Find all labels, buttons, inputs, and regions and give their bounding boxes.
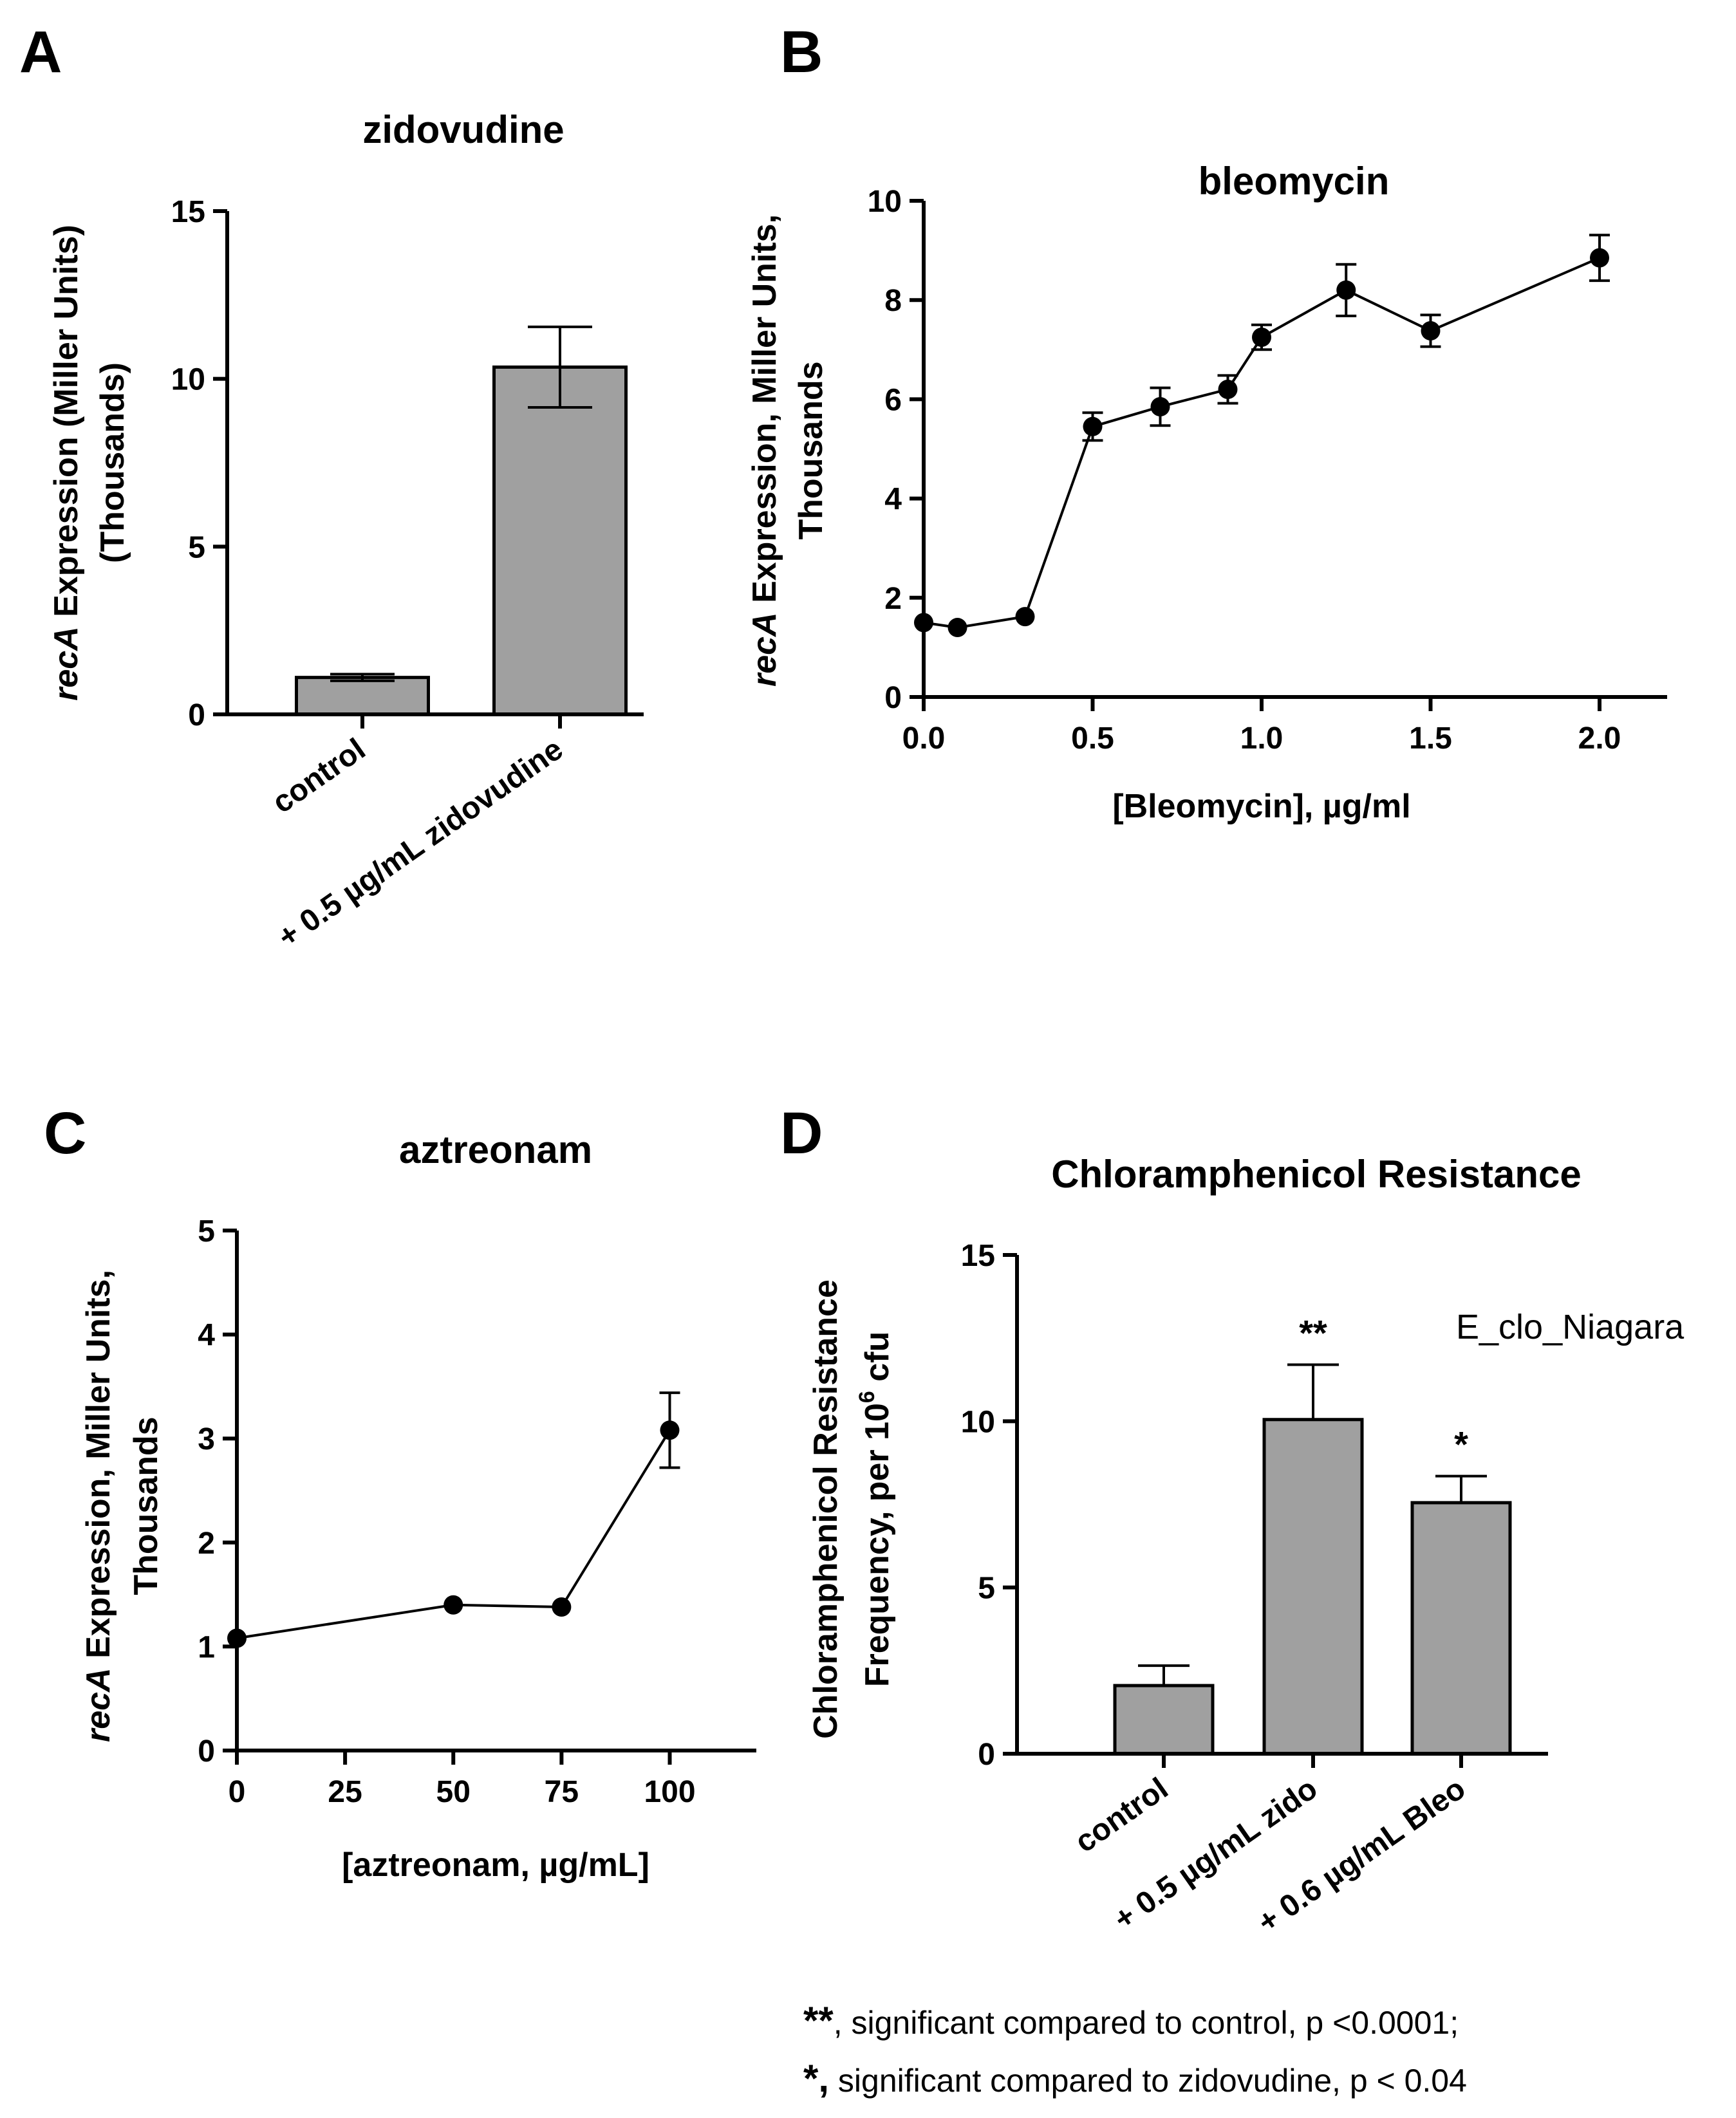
panel-b-y-axis-label-line2: Thousands <box>792 361 830 539</box>
panel-d-y-tick-label: 5 <box>978 1572 995 1606</box>
panel-a-title: zidovudine <box>362 108 564 151</box>
panel-label-d: D <box>780 1101 823 1166</box>
panel-c-y-axis-label-line2: Thousands <box>127 1417 165 1595</box>
panel-b-data-point <box>1421 321 1441 341</box>
panel-b-data-point <box>947 618 967 638</box>
footnote-2-mark: *, <box>803 2057 829 2100</box>
panel-a-y-tick-label: 10 <box>171 363 205 397</box>
panel-b-y-axis-label-italic: recA <box>746 612 783 687</box>
panel-d-bar <box>1113 1684 1215 1756</box>
footnote-1-text: , significant compared to control, p <0.… <box>834 2005 1459 2041</box>
panel-a-y-axis-label-line2: (Thousands) <box>94 362 131 563</box>
panel-a-axes <box>225 211 644 716</box>
panel-a-y-axis-label: recA Expression (Miller Units) <box>48 225 85 701</box>
panel-b-y-tick-label: 8 <box>884 284 902 318</box>
panel-d-chloramphenicol-bar-chart: Chloramphenicol Resistance Chloramphenic… <box>807 1153 1685 1940</box>
panel-c-data-point <box>443 1595 463 1615</box>
panel-a-y-axis-label-italic: recA <box>48 626 85 701</box>
panel-c-y-tick-label: 3 <box>198 1422 215 1456</box>
panel-b-title: bleomycin <box>1199 160 1390 203</box>
panel-c-y-tick-label: 0 <box>198 1734 215 1769</box>
panel-label-b: B <box>780 19 823 85</box>
panel-b-y-axis-label-rest: Expression, Miller Units, <box>746 214 783 612</box>
panel-d-axes <box>1015 1255 1548 1756</box>
footnote-1: **, significant compared to control, p <… <box>803 1999 1459 2042</box>
panel-b-data-point <box>1150 396 1170 416</box>
panel-b-y-tick-label: 6 <box>884 383 902 417</box>
footnote-1-mark: ** <box>803 1999 834 2042</box>
panel-c-y-tick-label: 4 <box>198 1319 215 1353</box>
panel-c-axes <box>235 1231 756 1752</box>
panel-b-y-tick-label: 4 <box>884 483 902 517</box>
panel-b-series-line <box>923 256 1600 629</box>
panel-c-y-axis-label: recA Expression, Miller Units, <box>80 1270 117 1742</box>
panel-a-bar <box>295 676 430 716</box>
panel-b-x-tick-label: 1.0 <box>1240 721 1283 756</box>
panel-c-y-tick-label: 5 <box>198 1214 215 1249</box>
panel-c-data-point <box>552 1597 572 1617</box>
panel-b-x-tick-label: 2.0 <box>1578 721 1621 756</box>
panel-b-data-point <box>1218 379 1238 399</box>
panel-b-x-tick-label: 1.5 <box>1409 721 1452 756</box>
panel-d-x-tick-label: control <box>1069 1772 1175 1860</box>
panel-c-x-axis-label: [aztreonam, µg/mL] <box>342 1846 649 1884</box>
panel-c-x-tick-label: 50 <box>436 1775 471 1809</box>
panel-c-x-tick-label: 25 <box>328 1775 362 1809</box>
panel-b-bleomycin-line-chart: bleomycin recA Expression, Miller Units,… <box>746 160 1667 825</box>
panel-c-y-axis-label-italic: recA <box>80 1667 117 1742</box>
panel-b-y-tick-label: 0 <box>884 681 902 715</box>
panel-b-y-tick-label: 2 <box>884 582 902 616</box>
panel-d-significance-marker: ** <box>1299 1313 1327 1353</box>
panel-c-data-point <box>227 1628 247 1648</box>
panel-b-data-point <box>1083 416 1103 436</box>
panel-b-x-axis-label: [Bleomycin], µg/ml <box>1112 788 1410 825</box>
panel-label-a: A <box>19 19 62 85</box>
panel-label-c: C <box>44 1101 86 1166</box>
panel-d-y-axis-label-sup: 6 <box>855 1391 879 1403</box>
panel-d-y-axis-label-line2-post: cfu <box>859 1332 896 1391</box>
panel-a-bar <box>492 365 628 716</box>
panel-d-y-tick-label: 0 <box>978 1738 995 1772</box>
panel-d-y-axis-label-line2: Frequency, per 106 cfu <box>855 1332 896 1687</box>
panel-c-x-tick-label: 100 <box>644 1775 695 1809</box>
panel-b-data-point <box>1015 607 1035 627</box>
panel-a-y-tick-label: 5 <box>188 530 205 564</box>
panel-b-y-tick-label: 10 <box>868 185 902 219</box>
panel-d-legend-label: E_clo_Niagara <box>1456 1308 1685 1346</box>
panel-c-x-tick-label: 0 <box>229 1775 246 1809</box>
panel-d-bar <box>1410 1501 1512 1756</box>
panel-d-y-axis-label-line2-pre: Frequency, per 10 <box>859 1403 896 1687</box>
footnote-2-text: significant compared to zidovudine, p < … <box>829 2063 1467 2099</box>
panel-a-y-tick-label: 15 <box>171 195 205 229</box>
panel-c-x-tick-label: 75 <box>545 1775 579 1809</box>
panel-b-data-point <box>914 613 933 633</box>
panel-c-series-line <box>236 1429 671 1640</box>
panel-a-zidovudine-bar-chart: zidovudine recA Expression (Miller Units… <box>48 108 644 954</box>
panel-b-x-tick-label: 0.5 <box>1071 721 1114 756</box>
panel-c-title: aztreonam <box>399 1128 592 1171</box>
panel-b-x-tick-label: 0.0 <box>902 721 946 756</box>
panel-b-axes <box>922 201 1667 699</box>
panel-d-y-axis-label: Chloramphenicol Resistance <box>807 1279 845 1739</box>
footnote-2: *, significant compared to zidovudine, p… <box>803 2057 1467 2100</box>
panel-d-title: Chloramphenicol Resistance <box>1051 1153 1582 1196</box>
panel-d-significance-marker: * <box>1454 1424 1468 1465</box>
panel-a-x-tick-label: control <box>266 732 372 821</box>
panel-d-bar <box>1262 1418 1364 1756</box>
panel-b-data-point <box>1590 248 1609 268</box>
panel-b-data-point <box>1252 328 1271 348</box>
panel-d-y-tick-label: 15 <box>961 1239 995 1273</box>
panel-b-data-point <box>1336 280 1356 300</box>
panel-c-data-point <box>660 1420 680 1440</box>
panel-c-y-axis-label-rest: Expression, Miller Units, <box>80 1270 117 1667</box>
panel-a-y-axis-label-rest: Expression (Miller Units) <box>48 225 85 626</box>
footnotes: **, significant compared to control, p <… <box>803 1999 1467 2100</box>
panel-d-y-tick-label: 10 <box>961 1405 995 1439</box>
panel-a-y-tick-label: 0 <box>188 698 205 732</box>
panel-b-y-axis-label: recA Expression, Miller Units, <box>746 214 783 687</box>
panel-c-y-tick-label: 2 <box>198 1527 215 1561</box>
panel-c-y-tick-label: 1 <box>198 1630 215 1664</box>
panel-c-aztreonam-line-chart: aztreonam recA Expression, Miller Units,… <box>80 1128 756 1884</box>
